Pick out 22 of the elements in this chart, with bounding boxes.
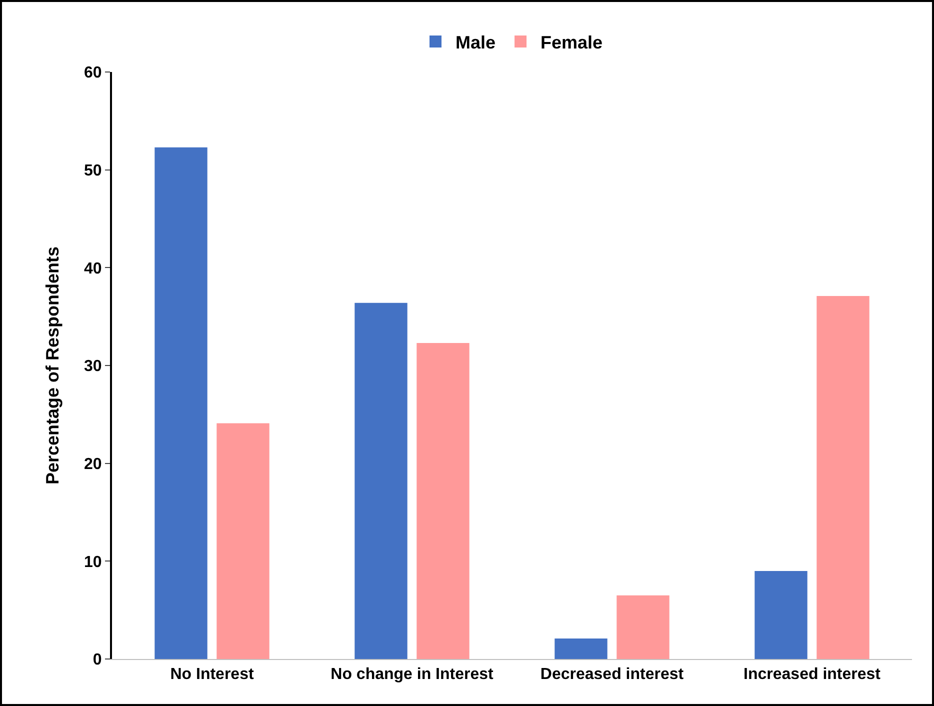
- y-tick-label: 40: [84, 260, 102, 278]
- y-tick-label: 60: [84, 64, 102, 82]
- bar: [416, 343, 470, 659]
- bar: [816, 296, 870, 659]
- y-tick-label: 50: [84, 162, 102, 180]
- y-tick-label: 10: [84, 554, 102, 571]
- bar: [616, 595, 670, 659]
- bar: [354, 302, 408, 659]
- x-tick-label: No Interest: [170, 666, 254, 684]
- bar: [754, 570, 808, 659]
- y-tick-label: 30: [84, 358, 102, 376]
- x-tick-label: No change in Interest: [330, 666, 494, 684]
- legend-label: Male: [456, 32, 496, 52]
- bar: [216, 423, 270, 659]
- y-axis-title: Percentage of Respondents: [42, 246, 63, 485]
- y-tick-label: 0: [92, 652, 102, 669]
- bar: [154, 147, 208, 659]
- x-tick-label: Decreased interest: [540, 666, 684, 684]
- legend-label: Female: [540, 32, 603, 52]
- y-tick-label: 20: [84, 456, 102, 473]
- bar: [554, 638, 608, 659]
- x-tick-label: Increased interest: [744, 666, 882, 684]
